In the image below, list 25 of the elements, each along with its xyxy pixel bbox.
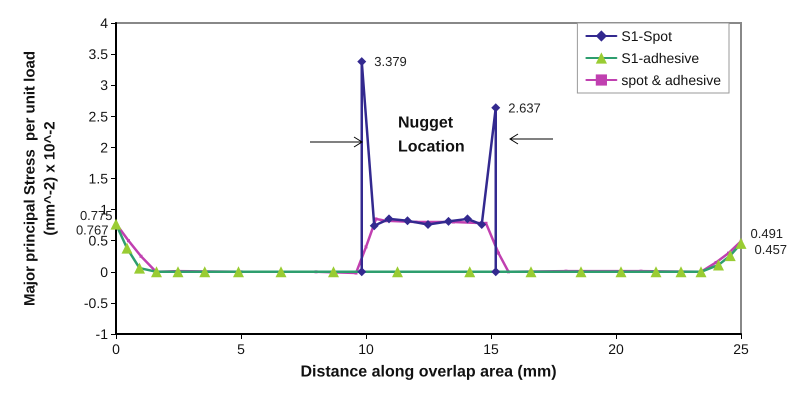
x-tick-label: 5 xyxy=(237,341,246,357)
y-tick-label: -0.5 xyxy=(84,294,108,311)
annotation: Nugget Location xyxy=(398,114,465,156)
x-tick-label: 10 xyxy=(358,341,374,357)
data-label: 3.379 xyxy=(374,54,407,70)
legend-label: S1-adhesive xyxy=(621,50,700,66)
y-tick-label: 2.5 xyxy=(88,108,108,124)
y-tick-label: 4 xyxy=(100,15,108,31)
x-tick-label: 0 xyxy=(112,341,120,357)
y-tick-label: 2 xyxy=(100,139,108,156)
x-tick-label: 25 xyxy=(733,341,749,357)
y-axis-title: Major principal Stress per unit load (mm^-2) x 10^-2 xyxy=(22,50,58,306)
y-tick-label: 1.5 xyxy=(88,170,108,186)
y-tick-label: 3.5 xyxy=(88,46,108,62)
legend-label: spot & adhesive xyxy=(621,72,722,88)
x-tick-label: 15 xyxy=(483,341,499,357)
x-tick-label: 20 xyxy=(608,341,624,357)
data-label: 0.491 xyxy=(750,226,784,241)
y-tick-label: 0 xyxy=(100,264,108,280)
x-axis-title: Distance along overlap area (mm) xyxy=(300,364,557,380)
data-label: 0.457 xyxy=(754,242,788,257)
data-label: 2.637 xyxy=(508,100,541,116)
y-tick-label: -1 xyxy=(96,326,108,342)
y-tick-label: 3 xyxy=(100,77,108,94)
legend-label: S1-Spot xyxy=(621,28,672,44)
